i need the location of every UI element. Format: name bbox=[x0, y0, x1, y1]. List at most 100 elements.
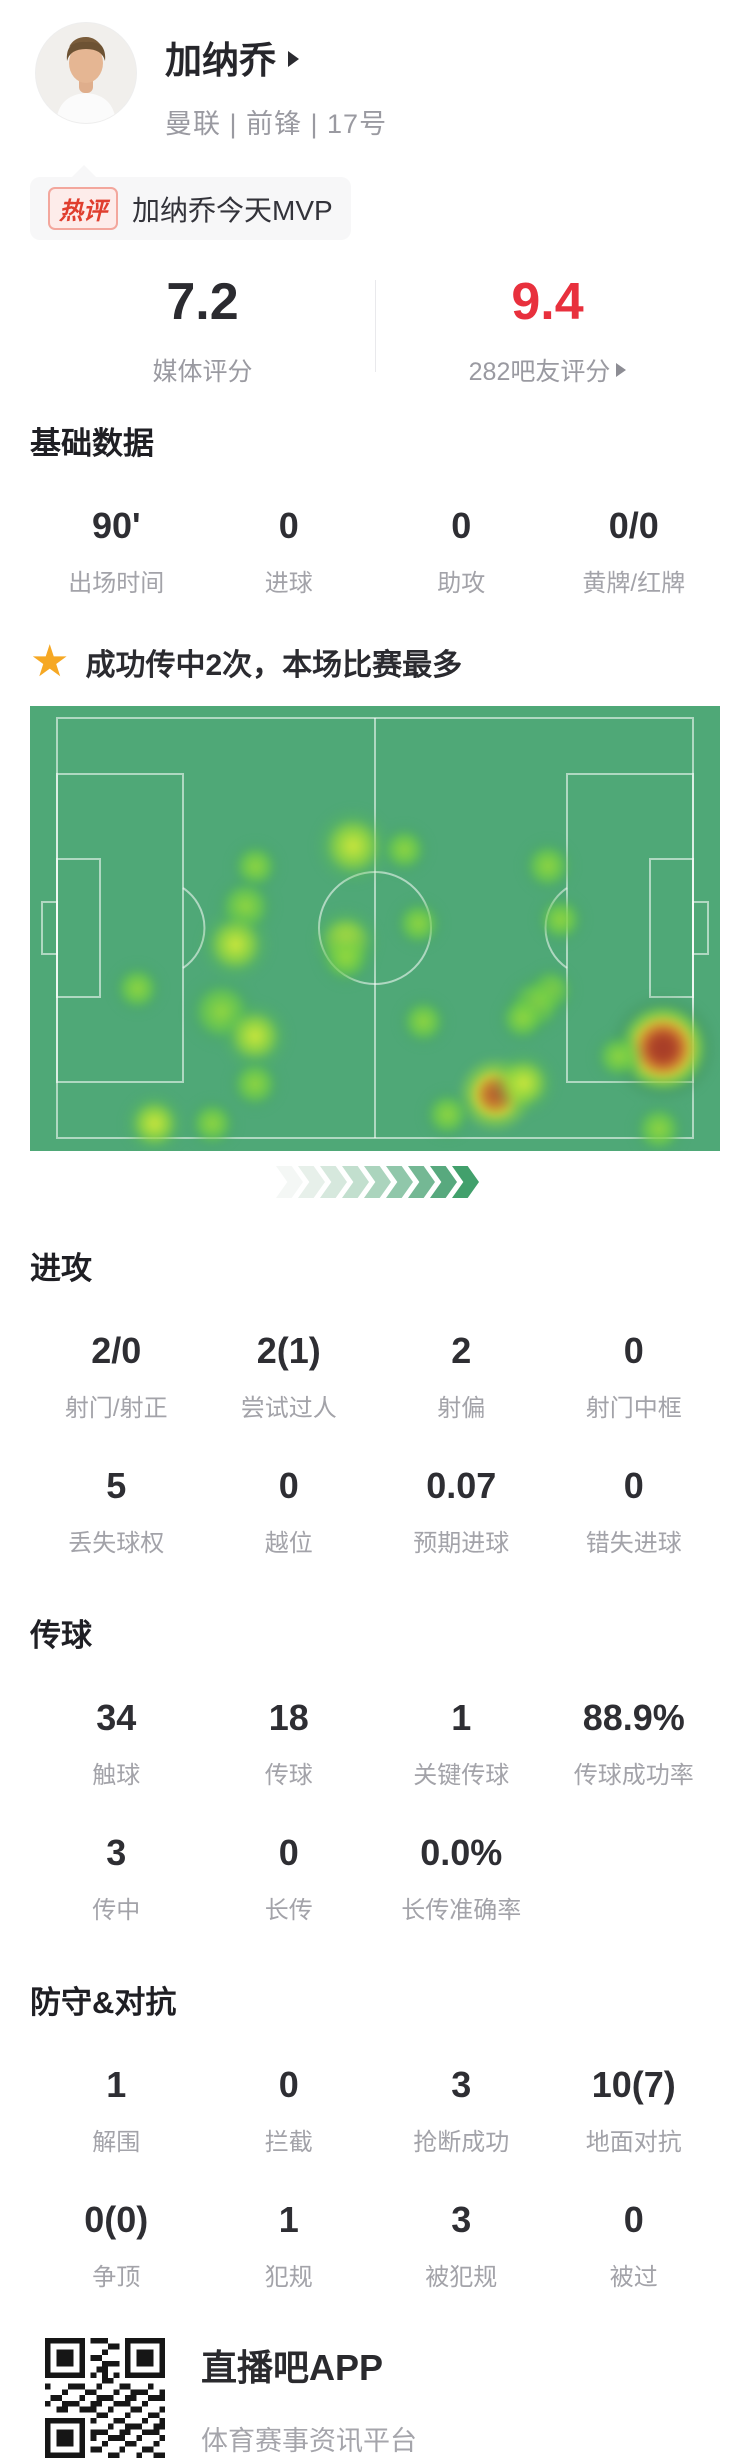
stat-value: 10(7) bbox=[591, 2064, 676, 2105]
heatmap bbox=[30, 706, 720, 1151]
stat-value: 2/0 bbox=[91, 1330, 142, 1371]
section-passing: 传球 34 触球 18 传球 1 关键传球 88.9% 传球成功率 3 传中 0 长传 0.0% 长传准确… bbox=[30, 1610, 720, 1925]
player-stats-page: 加纳乔 曼联 | 前锋 | 17号 热评 加纳乔今天MVP 7.2 媒体评分 9… bbox=[0, 22, 750, 2458]
stats-grid: 34 触球 18 传球 1 关键传球 88.9% 传球成功率 3 传中 0 长传 0.0% 长传准确率 bbox=[30, 1697, 720, 1925]
stat-label: 助攻 bbox=[437, 570, 486, 597]
stat-value: 0 bbox=[278, 1832, 299, 1873]
stat-cell: 3 抢断成功 bbox=[375, 2064, 548, 2157]
stat-value: 0 bbox=[623, 1465, 644, 1506]
stat-cell: 34 触球 bbox=[30, 1697, 203, 1790]
heat-blob bbox=[519, 837, 577, 895]
stat-label: 进球 bbox=[264, 570, 313, 597]
highlight-row: ★ 成功传中2次，本场比赛最多 bbox=[30, 640, 720, 684]
hot-comment-pointer bbox=[72, 165, 96, 177]
player-name-text: 加纳乔 bbox=[165, 40, 276, 81]
chevron-row bbox=[30, 1165, 720, 1199]
heat-blob bbox=[630, 1100, 688, 1151]
heat-blob bbox=[226, 1055, 284, 1113]
fan-score: 9.4 bbox=[511, 273, 584, 331]
stat-value: 34 bbox=[96, 1697, 137, 1738]
stat-value: 0 bbox=[623, 1330, 644, 1371]
heat-blob bbox=[590, 1028, 646, 1084]
heat-blob bbox=[494, 990, 550, 1046]
stat-value: 2 bbox=[451, 1330, 472, 1371]
heat-blob bbox=[490, 1049, 558, 1117]
section-basic: 基础数据 90' 出场时间 0 进球 0 助攻 0/0 黄牌/红牌 bbox=[30, 418, 720, 598]
heat-blob bbox=[390, 895, 446, 951]
stat-value: 90' bbox=[91, 505, 141, 546]
stat-label: 丢失球权 bbox=[68, 1530, 165, 1557]
stat-cell: 0.07 预期进球 bbox=[375, 1465, 548, 1558]
avatar bbox=[35, 22, 137, 124]
stats-grid: 90' 出场时间 0 进球 0 助攻 0/0 黄牌/红牌 bbox=[30, 505, 720, 598]
stat-value: 0/0 bbox=[608, 505, 659, 546]
player-name[interactable]: 加纳乔 bbox=[165, 30, 387, 84]
stat-label: 射门/射正 bbox=[64, 1395, 168, 1422]
heat-blob bbox=[121, 1090, 187, 1151]
heat-blob bbox=[376, 821, 432, 877]
hot-badge: 热评 bbox=[48, 187, 118, 230]
stats-grid: 1 解围 0 拦截 3 抢断成功 10(7) 地面对抗 0(0) 争顶 1 犯规 3 被犯规 0 被过 bbox=[30, 2064, 720, 2292]
stat-value: 1 bbox=[451, 1697, 472, 1738]
stat-label: 黄牌/红牌 bbox=[582, 570, 686, 597]
stat-label: 关键传球 bbox=[413, 1762, 510, 1789]
stat-value: 3 bbox=[106, 1832, 127, 1873]
ratings-row: 7.2 媒体评分 9.4 282吧友评分 bbox=[30, 274, 720, 388]
stat-cell: 3 被犯规 bbox=[375, 2199, 548, 2292]
stat-label: 传球成功率 bbox=[573, 1762, 694, 1789]
stat-label: 传中 bbox=[92, 1897, 141, 1924]
heat-blob bbox=[316, 928, 376, 988]
media-rating: 7.2 媒体评分 bbox=[30, 274, 375, 388]
section-title: 进攻 bbox=[30, 1251, 92, 1286]
stat-cell: 1 犯规 bbox=[203, 2199, 376, 2292]
stat-cell: 0 长传 bbox=[203, 1832, 376, 1925]
media-label: 媒体评分 bbox=[152, 358, 253, 386]
stat-value: 1 bbox=[278, 2199, 299, 2240]
stat-cell: 0.0% 长传准确率 bbox=[375, 1832, 548, 1925]
player-name-arrow-icon bbox=[288, 51, 299, 67]
stat-cell: 10(7) 地面对抗 bbox=[548, 2064, 721, 2157]
fan-label: 282吧友评分 bbox=[469, 352, 627, 388]
stat-cell: 0 被过 bbox=[548, 2199, 721, 2292]
stats-grid: 2/0 射门/射正 2(1) 尝试过人 2 射偏 0 射门中框 5 丢失球权 0 越位 0.07 预期进球… bbox=[30, 1330, 720, 1558]
stat-value: 3 bbox=[451, 2199, 472, 2240]
stat-value: 2(1) bbox=[256, 1330, 321, 1371]
stat-label: 触球 bbox=[92, 1762, 141, 1789]
stat-cell: 0 射门中框 bbox=[548, 1330, 721, 1423]
stat-label: 射门中框 bbox=[585, 1395, 682, 1422]
stat-cell: 2(1) 尝试过人 bbox=[203, 1330, 376, 1423]
footer-text: 直播吧APP 体育赛事资讯平台 bbox=[201, 2339, 417, 2458]
stat-label: 解围 bbox=[92, 2129, 141, 2156]
stat-cell: 0 错失进球 bbox=[548, 1465, 721, 1558]
avatar-image bbox=[36, 23, 136, 123]
media-score: 7.2 bbox=[166, 273, 239, 331]
stat-label: 传球 bbox=[264, 1762, 313, 1789]
stat-label: 长传 bbox=[264, 1897, 313, 1924]
section-title: 防守&对抗 bbox=[30, 1985, 177, 2020]
stat-value: 0 bbox=[278, 505, 299, 546]
stat-cell: 0 助攻 bbox=[375, 505, 548, 598]
fan-arrow-icon bbox=[616, 363, 627, 377]
stat-label: 尝试过人 bbox=[240, 1395, 337, 1422]
stat-cell: 0 进球 bbox=[203, 505, 376, 598]
fan-rating[interactable]: 9.4 282吧友评分 bbox=[375, 274, 720, 388]
stat-label: 犯规 bbox=[264, 2264, 313, 2291]
section-defense: 防守&对抗 1 解围 0 拦截 3 抢断成功 10(7) 地面对抗 0(0) 争顶 1 犯规 3 被犯规 0… bbox=[30, 1977, 720, 2292]
stat-label: 射偏 bbox=[437, 1395, 486, 1422]
stat-cell: 3 传中 bbox=[30, 1832, 203, 1925]
rating-divider bbox=[375, 280, 376, 372]
player-meta: 曼联 | 前锋 | 17号 bbox=[165, 109, 388, 139]
stat-label: 错失进球 bbox=[585, 1530, 682, 1557]
qr-code bbox=[45, 2338, 165, 2458]
star-icon: ★ bbox=[30, 637, 70, 686]
stat-cell: 0/0 黄牌/红牌 bbox=[548, 505, 721, 598]
stat-label: 长传准确率 bbox=[401, 1897, 522, 1924]
section-title: 传球 bbox=[30, 1618, 92, 1653]
player-header-text: 加纳乔 曼联 | 前锋 | 17号 bbox=[165, 22, 387, 141]
stat-value: 5 bbox=[106, 1465, 127, 1506]
stat-cell: 90' 出场时间 bbox=[30, 505, 203, 598]
stat-label: 拦截 bbox=[264, 2129, 313, 2156]
stat-cell: 5 丢失球权 bbox=[30, 1465, 203, 1558]
stat-cell: 18 传球 bbox=[203, 1697, 376, 1790]
hot-comment-box[interactable]: 热评 加纳乔今天MVP bbox=[30, 177, 351, 240]
